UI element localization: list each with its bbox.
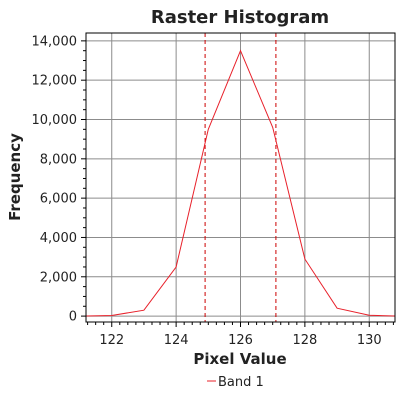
x-tick-label: 124: [164, 333, 189, 348]
y-tick-label: 2,000: [40, 270, 77, 285]
y-tick-label: 12,000: [32, 74, 78, 89]
y-tick-label: 8,000: [40, 152, 77, 167]
grid-lines: [86, 33, 395, 322]
y-axis-label: Frequency: [6, 133, 24, 221]
x-tick-label: 128: [292, 333, 317, 348]
y-tick-label: 4,000: [40, 231, 77, 246]
legend: Band 1: [207, 375, 264, 390]
x-axis-label: Pixel Value: [193, 350, 286, 368]
y-tick-label: 0: [69, 310, 77, 325]
x-tick-label: 122: [99, 333, 124, 348]
y-tick-label: 10,000: [32, 113, 78, 128]
x-tick-label: 130: [357, 333, 382, 348]
y-tick-label: 6,000: [40, 192, 77, 207]
x-tick-label: 126: [228, 333, 253, 348]
legend-label: Band 1: [218, 375, 264, 390]
x-axis-ticks: 122 124 126 128 130: [88, 322, 394, 348]
y-axis-ticks: 0 2,000 4,000 6,000 8,000 10,000 12,000 14,000: [32, 34, 87, 324]
y-tick-label: 14,000: [32, 34, 78, 49]
chart-title: Raster Histogram: [151, 7, 329, 28]
